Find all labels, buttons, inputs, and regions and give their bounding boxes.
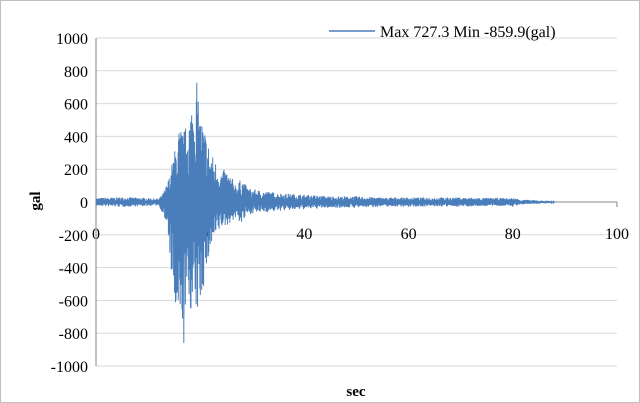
y-tick-label: 1000 <box>56 31 88 48</box>
y-tick-label: 200 <box>64 162 88 179</box>
x-tick-label: 40 <box>296 226 312 243</box>
x-tick-label: 80 <box>505 226 521 243</box>
y-tick-label: -400 <box>59 261 88 278</box>
legend: Max 727.3 Min -859.9(gal) <box>329 24 556 41</box>
x-tick-label: 100 <box>605 226 629 243</box>
x-axis-title: sec <box>346 384 365 400</box>
y-tick-label: -1000 <box>51 359 88 376</box>
y-tick-label: 400 <box>64 129 88 146</box>
x-tick-label: 60 <box>401 226 417 243</box>
y-tick-label: 0 <box>80 195 88 212</box>
legend-label: Max 727.3 Min -859.9(gal) <box>380 24 556 41</box>
y-tick-labels: 1000 800 600 400 200 0 -200 -400 -600 -800 -1000 <box>51 31 88 376</box>
y-tick-label: -800 <box>59 326 88 343</box>
y-tick-label: -600 <box>59 293 88 310</box>
y-tick-label: 800 <box>64 64 88 81</box>
y-axis-title: gal <box>28 191 44 210</box>
series-line <box>95 82 555 344</box>
y-tick-label: -200 <box>59 228 88 245</box>
y-tick-label: 600 <box>64 97 88 114</box>
